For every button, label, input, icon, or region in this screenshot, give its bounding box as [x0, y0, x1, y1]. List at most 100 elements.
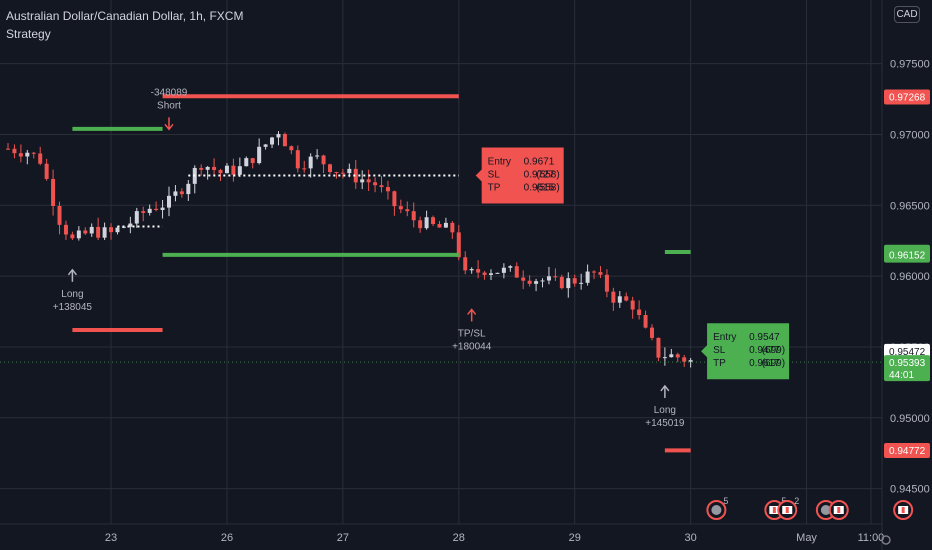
candle-body [179, 191, 184, 195]
candle-body [96, 226, 101, 238]
candle-body [553, 276, 558, 278]
x-tick-label: 28 [453, 532, 465, 544]
candle-body [70, 234, 75, 239]
candle-body [224, 165, 229, 174]
trade-box-value: 0.9617 [749, 358, 780, 369]
candle-body [572, 278, 577, 284]
candle-body [315, 155, 320, 157]
candle-body [456, 232, 461, 258]
signal-arrow-head [660, 384, 670, 392]
candle-body [379, 185, 384, 188]
settings-icon [881, 535, 891, 545]
candle-body [289, 146, 294, 151]
candle-body [205, 166, 210, 170]
candle-body [57, 206, 62, 225]
candle-body [521, 277, 526, 281]
candle-body [682, 357, 687, 362]
candle-body [257, 146, 262, 164]
candle-body [12, 148, 17, 154]
candle-body [109, 227, 114, 233]
chart-title: Australian Dollar/Canadian Dollar, 1h, F… [6, 9, 244, 23]
candle-body [115, 227, 120, 233]
candle-body [231, 165, 236, 175]
candle-body [637, 309, 642, 316]
candle-body [263, 144, 268, 147]
candle-body [102, 227, 107, 238]
signal-arrow-head [164, 123, 174, 131]
currency-button[interactable]: CAD [894, 6, 920, 23]
candle-body [282, 134, 287, 147]
flag-leaf [837, 507, 841, 513]
y-tick-label: 0.97500 [890, 59, 930, 71]
trade-box-ticks: (558) [536, 170, 559, 181]
signal-pnl: +138045 [53, 302, 93, 313]
trade-box [475, 147, 564, 204]
countdown-value: 44:01 [889, 370, 914, 381]
event-badge: 5 [723, 496, 728, 506]
candle-body [405, 209, 410, 212]
price-axis-label [884, 89, 930, 105]
candle-body [514, 266, 519, 278]
globe-icon [820, 505, 831, 515]
signal-pnl: +180044 [452, 341, 492, 352]
candle-body [688, 360, 693, 362]
candle-body [650, 327, 654, 338]
candle-body [308, 156, 313, 169]
price-axis-value: 0.95472 [889, 347, 926, 358]
candle-body [469, 269, 474, 271]
candle-body [437, 224, 442, 228]
candle-body [302, 168, 307, 170]
candle-body [598, 272, 603, 275]
candle-body [31, 152, 36, 154]
trade-box [701, 323, 790, 380]
candle-body [443, 222, 448, 228]
candle-body [160, 207, 165, 210]
candle-body [527, 280, 532, 284]
price-axis-label [884, 443, 930, 459]
candle-body [63, 224, 68, 235]
candle-body [89, 226, 94, 234]
candle-body [44, 163, 49, 179]
candle-body [656, 337, 661, 358]
trade-box-field: Entry [488, 157, 511, 168]
trade-box-value: 0.9671 [524, 157, 555, 168]
price-axis-value: 0.94772 [889, 446, 926, 457]
globe-icon [711, 505, 722, 515]
candle-body [218, 170, 223, 174]
candle-body [366, 179, 371, 183]
candle-body [385, 187, 390, 192]
signal-arrow-head [467, 308, 477, 315]
y-tick-label: 0.95000 [890, 413, 930, 425]
candle-body [334, 172, 339, 174]
candle-body [38, 153, 43, 164]
price-axis-label [884, 355, 930, 382]
candle-body [398, 206, 403, 210]
candle-body [347, 168, 352, 174]
y-tick-label: 0.96500 [890, 200, 930, 212]
trade-box-value: 0.9477 [749, 345, 780, 356]
candle-body [328, 164, 332, 173]
candle-body [482, 272, 487, 275]
trade-box-field: Entry [713, 332, 736, 343]
trade-box-value: 0.9615 [524, 183, 555, 194]
x-tick-label: 27 [337, 532, 349, 544]
candle-body [51, 178, 56, 207]
candle-body [18, 153, 23, 157]
candle-body [76, 230, 81, 239]
candle-body [276, 134, 281, 138]
x-tick-label: 11:00 [858, 532, 885, 544]
candle-body [270, 137, 275, 145]
candle-body [566, 278, 571, 289]
flag-leaf [901, 507, 905, 513]
candle-body [662, 357, 667, 359]
indicator-label[interactable]: Strategy [6, 27, 51, 41]
candle-body [501, 267, 506, 273]
candle-body [424, 217, 429, 229]
candle-body [463, 257, 468, 271]
candle-body [340, 172, 345, 174]
signal-pnl: +145019 [645, 418, 685, 429]
candle-body [392, 191, 397, 207]
flag-leaf [785, 507, 789, 513]
